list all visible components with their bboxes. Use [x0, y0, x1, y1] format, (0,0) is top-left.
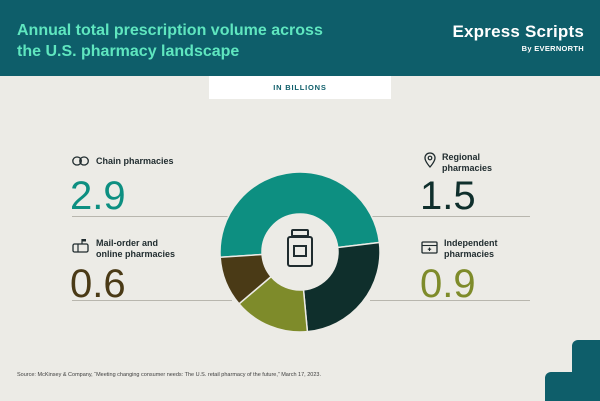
donut-hole: [262, 214, 338, 290]
brand-logo: Express Scripts By EVERNORTH: [452, 22, 584, 53]
prescription-bottle-icon: [287, 229, 313, 267]
legend-independent: Independent pharmacies: [421, 238, 498, 260]
corner-decoration-top: [572, 340, 600, 372]
mail-label-line-1: Mail-order and: [96, 238, 159, 248]
page-title: Annual total prescription volume across …: [17, 20, 357, 62]
independent-label-line-2: pharmacies: [444, 249, 495, 259]
legend-chain: Chain pharmacies: [72, 156, 174, 167]
regional-value: 1.5: [420, 174, 476, 218]
mail-label-line-2: online pharmacies: [96, 249, 176, 259]
units-label: IN BILLIONS: [209, 76, 391, 99]
legend-regional: Regional pharmacies: [424, 152, 492, 174]
independent-label-line-1: Independent: [444, 238, 498, 248]
brand-name: Express Scripts: [452, 22, 584, 41]
divider-mail: [72, 300, 232, 301]
title-line-2: the U.S. pharmacy landscape: [17, 43, 240, 60]
independent-value: 0.9: [420, 262, 476, 306]
legend-mail: Mail-order and online pharmacies: [72, 238, 175, 260]
header-banner: Annual total prescription volume across …: [0, 0, 600, 76]
pills-icon: [72, 156, 89, 166]
location-pin-icon: [424, 152, 436, 168]
chain-label: Chain pharmacies: [96, 156, 174, 166]
divider-regional: [370, 216, 530, 217]
brand-subtitle: By EVERNORTH: [521, 44, 584, 53]
donut-chart: [219, 171, 381, 333]
title-line-1: Annual total prescription volume across: [17, 22, 323, 39]
source-note: Source: McKinsey & Company, “Meeting cha…: [17, 372, 321, 378]
regional-label-line-1: Regional: [442, 152, 481, 162]
regional-label-line-2: pharmacies: [442, 163, 493, 173]
mail-value: 0.6: [70, 262, 126, 306]
divider-independent: [370, 300, 530, 301]
mailbox-icon: [72, 239, 89, 253]
chain-value: 2.9: [70, 174, 126, 218]
divider-chain: [72, 216, 232, 217]
corner-decoration-bottom: [545, 372, 600, 401]
storefront-icon: [421, 241, 438, 254]
